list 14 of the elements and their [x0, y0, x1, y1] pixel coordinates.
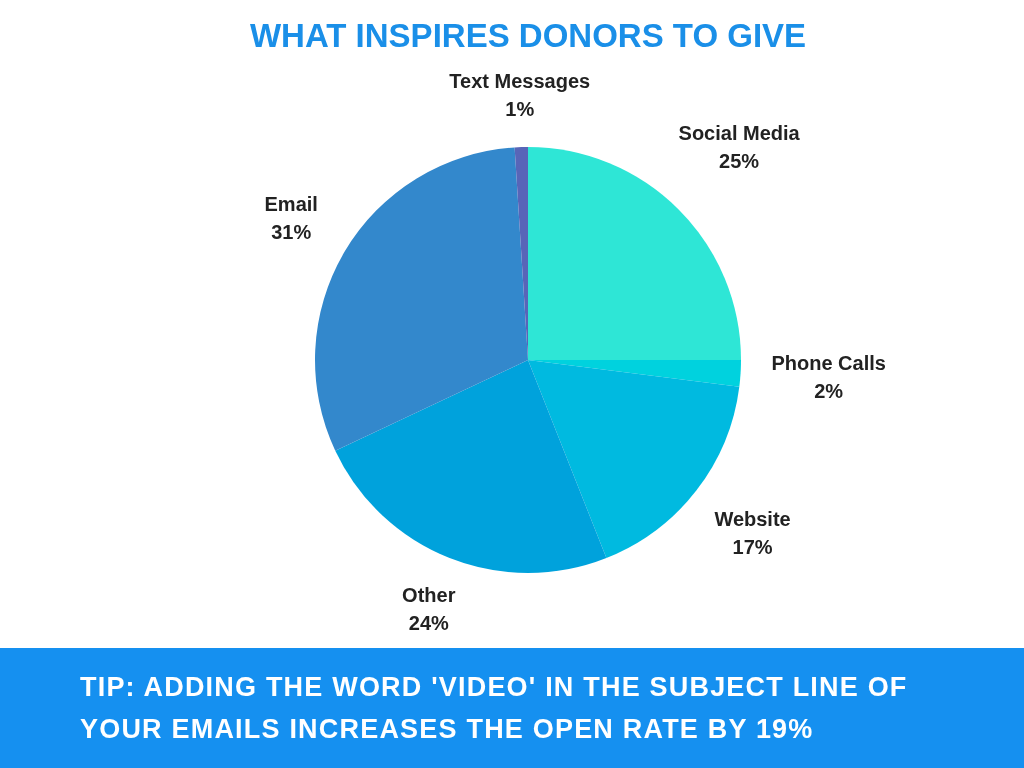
data-label: 24%	[408, 612, 449, 635]
slice-label: Phone Calls	[771, 352, 886, 375]
data-label: 31%	[271, 221, 312, 244]
slice-label: Text Messages	[449, 70, 591, 93]
slice-label: Email	[264, 193, 318, 216]
data-label: 25%	[719, 150, 760, 173]
data-label: 2%	[814, 380, 844, 403]
slice-label: Website	[714, 507, 791, 530]
data-label: 17%	[732, 535, 773, 558]
slice-label: Social Media	[678, 122, 801, 145]
chart-title: WHAT INSPIRES DONORS TO GIVE	[249, 17, 807, 55]
text: TIP: ADDING THE WORD 'VIDEO' IN THE SUBJECT LINE OF YOUR EMAILS INCREASES THE OPEN RATE BY 19%	[0, 648, 1024, 768]
data-label: 1%	[505, 98, 535, 121]
slice-label: Other	[402, 584, 456, 607]
